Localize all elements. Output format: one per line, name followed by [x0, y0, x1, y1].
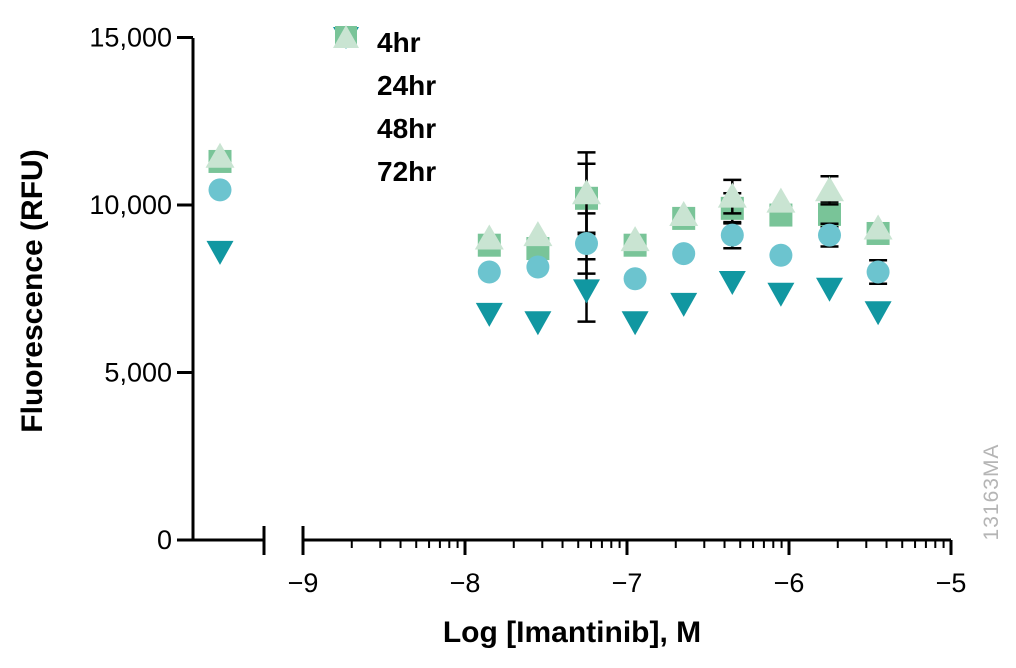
- data-point-72hr: [717, 182, 747, 208]
- data-point-24hr: [720, 223, 744, 247]
- data-point-24hr: [623, 267, 647, 291]
- y-axis-title: Fluorescence (RFU): [16, 149, 49, 433]
- data-point-4hr: [475, 302, 503, 327]
- x-tick-label: −7: [612, 568, 643, 598]
- data-point-72hr: [572, 179, 601, 205]
- data-point-72hr: [669, 201, 699, 227]
- legend: 4hr 24hr 48hr 72hr: [330, 21, 436, 193]
- data-point-4hr: [864, 301, 892, 326]
- data-point-24hr: [208, 178, 232, 202]
- data-point-72hr: [205, 142, 235, 168]
- data-point-24hr: [866, 260, 890, 284]
- legend-label: 48hr: [377, 112, 437, 144]
- data-point-4hr: [573, 279, 600, 304]
- x-tick-label: −5: [936, 568, 967, 598]
- y-tick-label: 15,000: [89, 23, 172, 53]
- data-point-24hr: [526, 255, 550, 279]
- watermark: 13163MA: [980, 443, 1003, 541]
- data-point-48hr: [818, 202, 841, 226]
- x-axis-title: Log [Imantinib], M: [442, 616, 702, 649]
- y-tick-label: 0: [157, 525, 172, 555]
- data-point-24hr: [477, 260, 501, 284]
- legend-label: 4hr: [377, 26, 421, 58]
- y-tick-label: 5,000: [104, 358, 172, 388]
- x-tick-label: −8: [450, 568, 481, 598]
- legend-label: 72hr: [377, 155, 437, 187]
- triangle-up-icon: [330, 25, 366, 190]
- square-icon: [330, 26, 366, 147]
- data-point-72hr: [766, 187, 796, 213]
- legend-item-24hr: 24hr: [330, 26, 437, 107]
- data-point-4hr: [718, 271, 746, 296]
- data-point-24hr: [575, 232, 598, 256]
- data-point-72hr: [474, 224, 504, 250]
- circle-icon: [330, 26, 366, 104]
- data-point-4hr: [621, 311, 649, 336]
- data-point-4hr: [670, 292, 698, 317]
- legend-item-48hr: 48hr: [330, 26, 437, 150]
- data-point-24hr: [672, 242, 696, 266]
- x-tick-label: −6: [774, 568, 805, 598]
- legend-label: 24hr: [377, 69, 437, 101]
- data-point-72hr: [620, 226, 650, 252]
- data-point-4hr: [767, 282, 795, 307]
- data-point-72hr: [815, 176, 844, 202]
- x-tick-label: −9: [288, 568, 319, 598]
- data-point-4hr: [206, 240, 234, 265]
- legend-item-72hr: 72hr: [330, 25, 437, 193]
- data-point-24hr: [769, 243, 793, 267]
- triangle-up-glyph: [333, 25, 359, 48]
- data-point-72hr: [863, 214, 893, 240]
- data-point-24hr: [818, 223, 841, 247]
- data-point-72hr: [523, 221, 553, 247]
- data-point-4hr: [524, 311, 552, 336]
- data-point-4hr: [816, 277, 843, 302]
- y-tick-label: 10,000: [89, 190, 172, 220]
